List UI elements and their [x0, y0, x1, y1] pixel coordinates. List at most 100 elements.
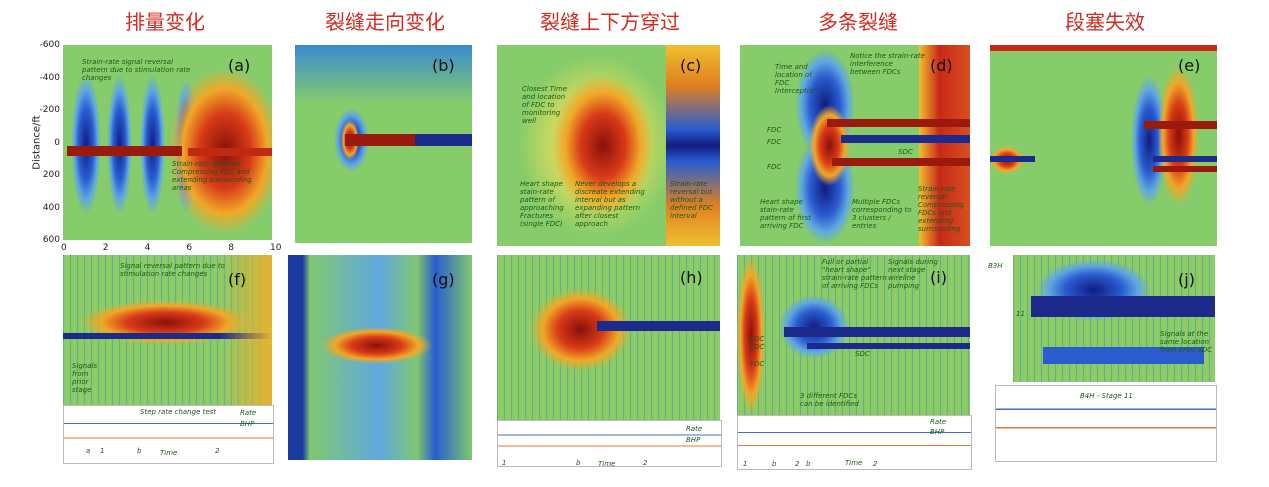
- panel-label: (f): [228, 270, 247, 289]
- heat-pattern: [415, 134, 472, 146]
- heat-pattern: [63, 333, 272, 339]
- heat-pattern: [990, 155, 1036, 162]
- annotation: Never develops a discreate extending int…: [575, 180, 645, 228]
- column-title: 多条裂缝: [818, 10, 898, 34]
- annotation: FDC: [750, 343, 765, 351]
- heat-pattern: [1153, 155, 1217, 162]
- y-tick-label: 600: [42, 235, 60, 245]
- heat-pattern: [666, 45, 720, 246]
- annotation: Notice the strain-rate interference betw…: [850, 52, 925, 76]
- annotation: Step rate change test: [140, 408, 217, 416]
- heat-pattern: [1157, 65, 1199, 206]
- panel-label: (j): [1178, 270, 1195, 289]
- annotation: B4H - Stage 11: [1080, 392, 1133, 400]
- heat-pattern: [71, 74, 101, 215]
- heat-pattern: [344, 134, 416, 146]
- panel-label: (i): [930, 268, 947, 287]
- annotation: Strain-rate signal reversal pattern due …: [82, 58, 191, 82]
- annotation: 2: [873, 460, 878, 468]
- x-tick-label: 8: [228, 243, 234, 253]
- panel: [63, 255, 272, 405]
- annotation: Signals from prior stage: [72, 362, 98, 394]
- heat-pattern: [188, 148, 272, 157]
- panel: [295, 45, 472, 243]
- annotation: 3 different FDCs can be identified: [800, 392, 859, 408]
- annotation: FDC: [750, 360, 765, 368]
- x-tick-label: 4: [144, 243, 151, 253]
- heat-pattern: [783, 327, 970, 337]
- heat-pattern: [1153, 165, 1217, 172]
- x-tick-label: 6: [186, 243, 193, 253]
- heat-pattern: [140, 74, 166, 215]
- annotation: SDC: [855, 350, 870, 358]
- panel: [740, 45, 970, 246]
- annotation: Time and location of FDC Interception: [775, 63, 818, 95]
- annotation: Rate: [686, 425, 703, 433]
- heat-pattern: [1042, 347, 1204, 364]
- x-tick-label: 10: [270, 243, 282, 253]
- y-tick-label: 200: [42, 170, 60, 180]
- annotation: Multiple FDCs corresponding to 3 cluster…: [852, 198, 912, 230]
- panel-label: (g): [432, 270, 455, 289]
- panel-label: (h): [680, 268, 703, 287]
- rate-plot: [737, 415, 972, 470]
- heat-pattern: [295, 45, 472, 105]
- panel: [737, 255, 970, 415]
- column-title: 裂缝走向变化: [325, 10, 445, 34]
- annotation: FDC: [767, 138, 782, 146]
- annotation: 2: [215, 447, 220, 455]
- annotation: b: [806, 460, 811, 468]
- panel: [990, 45, 1217, 246]
- column-title: 段塞失效: [1065, 10, 1145, 34]
- annotation: b: [137, 447, 142, 455]
- annotation: 1: [100, 447, 105, 455]
- panel-label: (a): [228, 56, 251, 75]
- annotation: Signals during next stage wireline pumpi…: [888, 258, 938, 290]
- annotation: 2: [795, 460, 800, 468]
- annotation: Time: [598, 460, 616, 468]
- panel-label: (c): [680, 56, 702, 75]
- y-tick-label: -200: [39, 105, 60, 115]
- heat-pattern: [806, 343, 970, 350]
- panel-label: (d): [930, 56, 953, 75]
- annotation: Strain-rate reversal: Compressing FDCs a…: [918, 185, 964, 233]
- annotation: BHP: [686, 436, 701, 444]
- heat-pattern: [827, 119, 970, 128]
- rate-plot: [497, 420, 722, 467]
- y-tick-label: -600: [39, 40, 60, 50]
- y-tick-label: -400: [39, 72, 60, 83]
- panel: [497, 255, 720, 420]
- annotation: Closest Time and location of FDC to moni…: [522, 85, 568, 125]
- annotation: Strain-rate reversal but without a defin…: [670, 180, 713, 220]
- heat-pattern: [1144, 121, 1217, 130]
- heat-pattern: [67, 146, 183, 157]
- heat-pattern: [1031, 296, 1215, 317]
- panel-label: (b): [432, 56, 455, 75]
- annotation: B3H: [988, 262, 1003, 270]
- annotation: FDC: [767, 126, 782, 134]
- heat-pattern: [552, 75, 654, 216]
- annotation: Signal reversal pattern due to stimulati…: [120, 262, 225, 278]
- annotation: 1: [502, 459, 507, 467]
- panel: [63, 45, 272, 240]
- annotation: Time: [845, 459, 863, 467]
- y-tick-label: 400: [42, 202, 60, 213]
- annotation: Time: [160, 449, 178, 457]
- heat-pattern: [597, 321, 720, 331]
- heat-pattern: [990, 45, 1217, 52]
- heat-pattern: [919, 45, 970, 246]
- annotation: Rate: [930, 418, 947, 426]
- y-tick-label: 0: [54, 137, 60, 148]
- annotation: FDC: [767, 163, 782, 171]
- x-tick-label: 2: [102, 243, 109, 253]
- annotation: BHP: [240, 420, 255, 428]
- annotation: b: [576, 459, 581, 467]
- heat-pattern: [106, 74, 132, 215]
- heat-pattern: [809, 105, 851, 186]
- annotation: a: [86, 447, 91, 455]
- annotation: BHP: [930, 428, 945, 436]
- annotation: Heart shape stain-rate pattern of first …: [760, 198, 811, 230]
- annotation: FDC: [750, 335, 765, 343]
- annotation: Rate: [240, 409, 257, 417]
